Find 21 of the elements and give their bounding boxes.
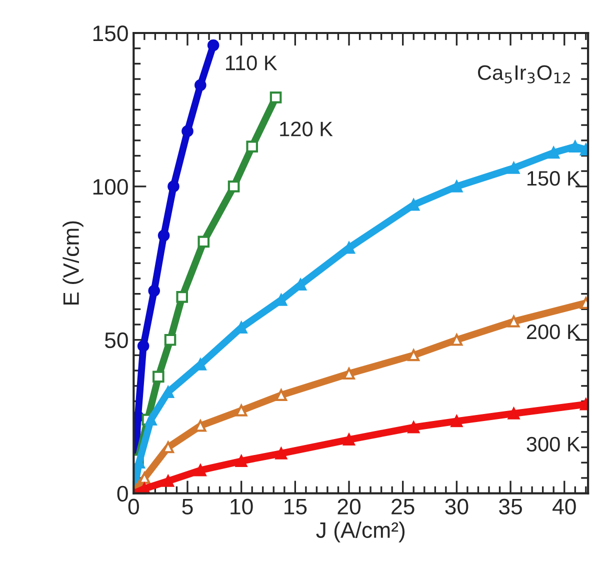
x-tick-label: 30	[445, 498, 468, 514]
y-tick-label: 100	[93, 178, 128, 195]
series-label: 150 K	[528, 171, 580, 186]
x-tick-label: 35	[499, 498, 522, 514]
y-tick-label: 150	[93, 26, 128, 42]
series-label: 110 K	[226, 56, 278, 70]
x-tick-label: 10	[230, 498, 253, 514]
x-tick-label: 40	[552, 498, 576, 514]
x-tick-label: 5	[182, 498, 193, 514]
annotation: Ca$_{5}$Ir$_{3}$O$_{12}$	[478, 65, 570, 84]
series-label: 200 K	[526, 324, 580, 340]
x-tick-label: 25	[392, 498, 414, 514]
y-axis-title: E (V/cm)	[62, 221, 84, 305]
y-tick-label: 0	[117, 486, 128, 502]
x-axis-title: J (A/cm²)	[316, 522, 405, 542]
series-label: 300 K	[526, 436, 580, 452]
series-label: 120 K	[280, 122, 333, 136]
x-tick-label: 0	[128, 498, 139, 514]
x-tick-label: 15	[284, 498, 307, 514]
y-tick-label: 50	[104, 332, 128, 348]
x-tick-label: 20	[338, 498, 360, 514]
